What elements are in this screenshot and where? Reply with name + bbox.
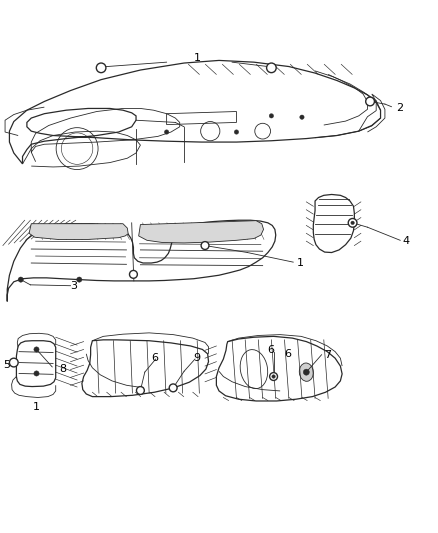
Text: 2: 2 — [396, 103, 403, 114]
Text: 6: 6 — [151, 353, 158, 363]
Circle shape — [18, 277, 23, 282]
Polygon shape — [139, 221, 264, 243]
Circle shape — [267, 63, 276, 72]
Circle shape — [234, 130, 239, 134]
Circle shape — [34, 371, 39, 376]
Text: 7: 7 — [324, 350, 331, 360]
Circle shape — [366, 97, 374, 106]
Circle shape — [137, 386, 145, 394]
Text: 8: 8 — [60, 364, 67, 374]
Text: 1: 1 — [297, 258, 304, 268]
Text: 1: 1 — [33, 402, 40, 412]
Circle shape — [96, 63, 106, 72]
Circle shape — [169, 384, 177, 392]
Text: 4: 4 — [403, 236, 410, 246]
Polygon shape — [29, 224, 128, 239]
Circle shape — [351, 221, 354, 224]
Text: 6: 6 — [267, 345, 274, 356]
Circle shape — [164, 130, 169, 134]
Circle shape — [348, 219, 357, 227]
Text: 3: 3 — [71, 281, 78, 291]
Circle shape — [34, 347, 39, 352]
Circle shape — [303, 369, 309, 375]
Circle shape — [272, 375, 276, 378]
Circle shape — [77, 277, 82, 282]
Circle shape — [10, 358, 18, 367]
Circle shape — [300, 115, 304, 119]
Text: 5: 5 — [3, 360, 10, 370]
Circle shape — [201, 241, 209, 249]
Text: 9: 9 — [194, 353, 201, 363]
Text: 6: 6 — [285, 349, 292, 359]
Ellipse shape — [299, 363, 313, 381]
Text: 1: 1 — [194, 53, 201, 63]
Circle shape — [269, 114, 274, 118]
Circle shape — [270, 373, 278, 381]
Circle shape — [130, 270, 138, 278]
